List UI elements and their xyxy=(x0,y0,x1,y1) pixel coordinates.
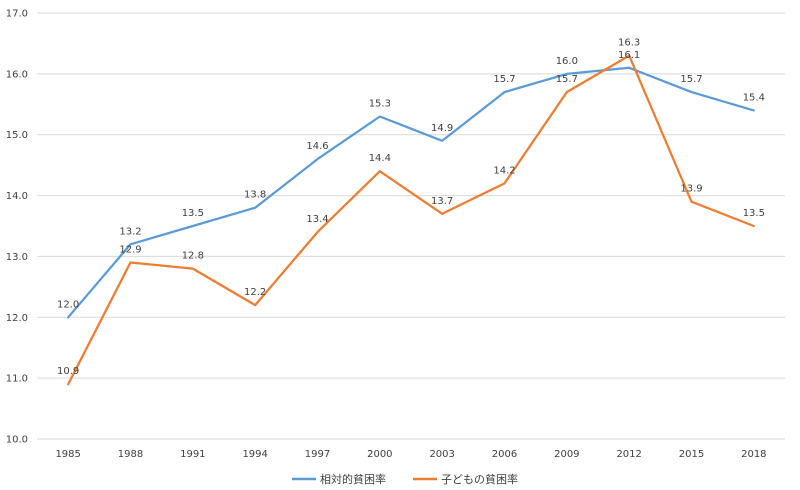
x-tick-label: 1988 xyxy=(118,449,143,460)
legend: 相対的貧困率 子どもの貧困率 xyxy=(292,472,518,486)
data-label-series-1: 15.3 xyxy=(369,98,391,109)
x-tick-label: 2015 xyxy=(679,449,704,460)
x-tick-label: 2018 xyxy=(741,449,766,460)
series-lines xyxy=(67,54,755,386)
x-tick-label: 2000 xyxy=(367,449,392,460)
x-tick-label: 2006 xyxy=(492,449,517,460)
y-tick-label: 14.0 xyxy=(6,191,28,202)
data-label-series-2: 13.9 xyxy=(680,184,702,195)
y-tick-label: 13.0 xyxy=(6,252,28,263)
series-line-2 xyxy=(67,54,755,386)
x-tick-label: 1985 xyxy=(55,449,80,460)
x-tick-label: 2003 xyxy=(429,449,454,460)
x-axis-ticks: 1985 1988 1991 1994 1997 2000 2003 2006 2009 2012… xyxy=(55,449,766,460)
y-tick-label: 16.0 xyxy=(6,69,28,80)
data-label-series-2: 12.2 xyxy=(244,287,266,298)
data-label-series-2: 14.2 xyxy=(493,165,515,176)
data-label-series-1: 13.5 xyxy=(182,208,204,219)
data-label-series-1: 16.1 xyxy=(618,50,640,61)
x-tick-label: 2012 xyxy=(616,449,641,460)
data-label-series-2: 10.9 xyxy=(57,366,79,377)
data-label-series-1: 15.7 xyxy=(680,74,702,85)
data-label-series-1: 14.9 xyxy=(431,123,453,134)
data-label-series-2: 12.8 xyxy=(182,251,204,262)
gridlines xyxy=(37,12,785,440)
data-label-series-1: 14.6 xyxy=(306,141,328,152)
data-label-series-1: 12.0 xyxy=(57,299,79,310)
data-label-series-2: 13.4 xyxy=(306,214,328,225)
data-label-series-2: 13.5 xyxy=(743,208,765,219)
y-tick-label: 11.0 xyxy=(6,374,28,385)
data-label-series-2: 15.7 xyxy=(556,74,578,85)
y-tick-label: 12.0 xyxy=(6,313,28,324)
series-line-1 xyxy=(67,66,755,319)
y-axis-ticks: 10.0 11.0 12.0 13.0 14.0 15.0 16.0 17.0 xyxy=(6,9,28,446)
data-label-series-2: 16.3 xyxy=(618,38,640,49)
data-label-series-2: 13.7 xyxy=(431,196,453,207)
legend-label-1: 相対的貧困率 xyxy=(320,472,386,486)
data-labels: 12.0 13.2 13.5 13.8 14.6 15.3 14.9 15.7 16.0 16.1… xyxy=(57,38,765,378)
data-label-series-1: 15.7 xyxy=(493,74,515,85)
y-tick-label: 10.0 xyxy=(6,435,28,446)
x-tick-label: 1991 xyxy=(180,449,205,460)
data-label-series-1: 16.0 xyxy=(556,56,578,67)
data-label-series-2: 12.9 xyxy=(119,245,141,256)
legend-label-2: 子どもの貧困率 xyxy=(441,472,518,486)
x-tick-label: 2009 xyxy=(554,449,579,460)
data-label-series-1: 13.2 xyxy=(119,226,141,237)
data-label-series-1: 15.4 xyxy=(743,92,765,103)
y-tick-label: 17.0 xyxy=(6,9,28,20)
y-tick-label: 15.0 xyxy=(6,130,28,141)
data-label-series-2: 14.4 xyxy=(369,153,391,164)
x-tick-label: 1994 xyxy=(242,449,267,460)
x-tick-label: 1997 xyxy=(305,449,330,460)
data-label-series-1: 13.8 xyxy=(244,190,266,201)
